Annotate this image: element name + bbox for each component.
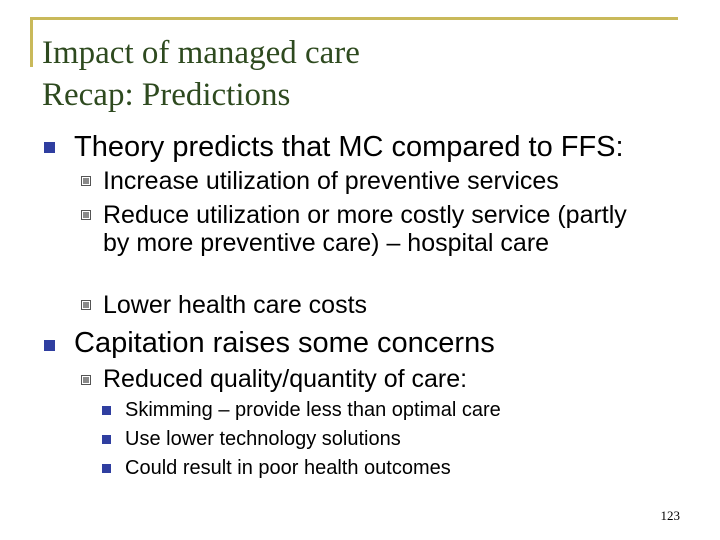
frame-left-line bbox=[30, 17, 33, 67]
sub-bullet-quality: Reduced quality/quantity of care: bbox=[103, 365, 468, 393]
subsub-bullet-technology: Use lower technology solutions bbox=[125, 428, 401, 450]
page-number: 123 bbox=[660, 508, 681, 523]
square-bullet-icon bbox=[44, 142, 55, 153]
sub-bullet-preventive: Increase utilization of preventive servi… bbox=[103, 167, 559, 195]
checkbox-bullet-icon bbox=[81, 300, 91, 310]
square-bullet-icon bbox=[102, 435, 111, 444]
sub-bullet-costs: Lower health care costs bbox=[103, 291, 368, 319]
checkbox-bullet-icon bbox=[81, 176, 91, 186]
bullet-capitation: Capitation raises some concerns bbox=[74, 327, 495, 359]
slide-title: Impact of managed care Recap: Prediction… bbox=[42, 32, 360, 116]
frame-top-line bbox=[30, 17, 678, 20]
checkbox-bullet-icon bbox=[81, 375, 91, 385]
subsub-bullet-outcomes: Could result in poor health outcomes bbox=[125, 457, 451, 479]
square-bullet-icon bbox=[102, 406, 111, 415]
square-bullet-icon bbox=[102, 464, 111, 473]
checkbox-bullet-icon bbox=[81, 210, 91, 220]
title-line-2: Recap: Predictions bbox=[42, 77, 291, 113]
square-bullet-icon bbox=[44, 340, 55, 351]
subsub-bullet-skimming: Skimming – provide less than optimal car… bbox=[125, 399, 501, 421]
bullet-theory: Theory predicts that MC compared to FFS: bbox=[74, 131, 624, 163]
title-line-1: Impact of managed care bbox=[42, 35, 360, 71]
sub-bullet-reduce: Reduce utilization or more costly servic… bbox=[103, 201, 627, 257]
